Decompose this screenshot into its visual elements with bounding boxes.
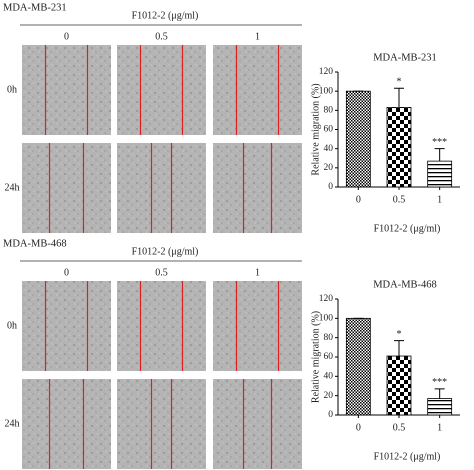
micrograph [22,379,111,469]
concentration-label: 0.5 [155,267,168,278]
cell-line-label: MDA-MB-231 [3,2,67,13]
significance: * [397,329,402,340]
error-bar [394,340,404,357]
x-tick-label: 0.5 [393,422,406,433]
y-axis-label: Relative migration (%) [310,83,321,175]
concentration-label: 0 [64,267,69,278]
micrograph [117,379,206,469]
timepoint-label: 24h [5,418,20,429]
micrograph [22,143,111,233]
x-tick-label: 0.5 [393,194,406,205]
x-axis-label: F1012-2 (μg/ml) [374,223,441,234]
y-tick-label: 80 [324,333,334,343]
micrograph [22,281,111,371]
y-tick-label: 80 [324,106,334,116]
concentration-label: 1 [255,31,260,42]
significance: *** [432,137,447,148]
y-axis-label: Relative migration (%) [310,311,321,403]
y-tick-label: 120 [319,294,334,304]
significance: * [397,77,402,88]
concentration-label: 0.5 [155,31,168,42]
y-tick-label: 40 [324,372,334,382]
micrograph [213,143,302,233]
y-tick-label: 20 [324,163,334,173]
x-tick-label: 0 [356,194,361,205]
x-tick-label: 0 [356,422,361,433]
bar [427,160,453,188]
y-tick-label: 0 [328,182,333,192]
y-tick-label: 40 [324,144,334,154]
treatment-label: F1012-2 (μg/ml) [132,10,199,21]
concentration-label: 0 [64,31,69,42]
y-tick-label: 120 [319,67,334,77]
bar [345,90,371,188]
micrograph [22,45,111,135]
y-tick-label: 0 [328,410,333,420]
timepoint-label: 24h [5,182,20,193]
bar [345,317,371,416]
y-tick-label: 100 [319,314,334,324]
timepoint-label: 0h [7,84,17,95]
x-tick-label: 1 [437,422,442,433]
micrograph [213,281,302,371]
y-tick-label: 100 [319,86,334,96]
concentration-label: 1 [255,267,260,278]
significance: *** [432,377,447,388]
error-bar [394,87,404,108]
y-tick-label: 20 [324,391,334,401]
y-tick-label: 60 [324,352,334,362]
micrograph [213,379,302,469]
chart-title: MDA-MB-231 [373,52,437,63]
timepoint-label: 0h [7,320,17,331]
x-axis-label: F1012-2 (μg/ml) [374,451,441,462]
chart-title: MDA-MB-468 [373,279,437,290]
error-bar [434,148,445,162]
micrograph [117,281,206,371]
micrograph [213,45,302,135]
cell-line-label: MDA-MB-468 [3,238,67,249]
bar [386,355,412,416]
micrograph [117,45,206,135]
treatment-label: F1012-2 (μg/ml) [132,246,199,257]
bar [427,398,453,416]
micrograph [117,143,206,233]
bar [386,107,412,188]
y-tick-label: 60 [324,125,334,135]
error-bar [434,388,445,399]
x-tick-label: 1 [437,194,442,205]
